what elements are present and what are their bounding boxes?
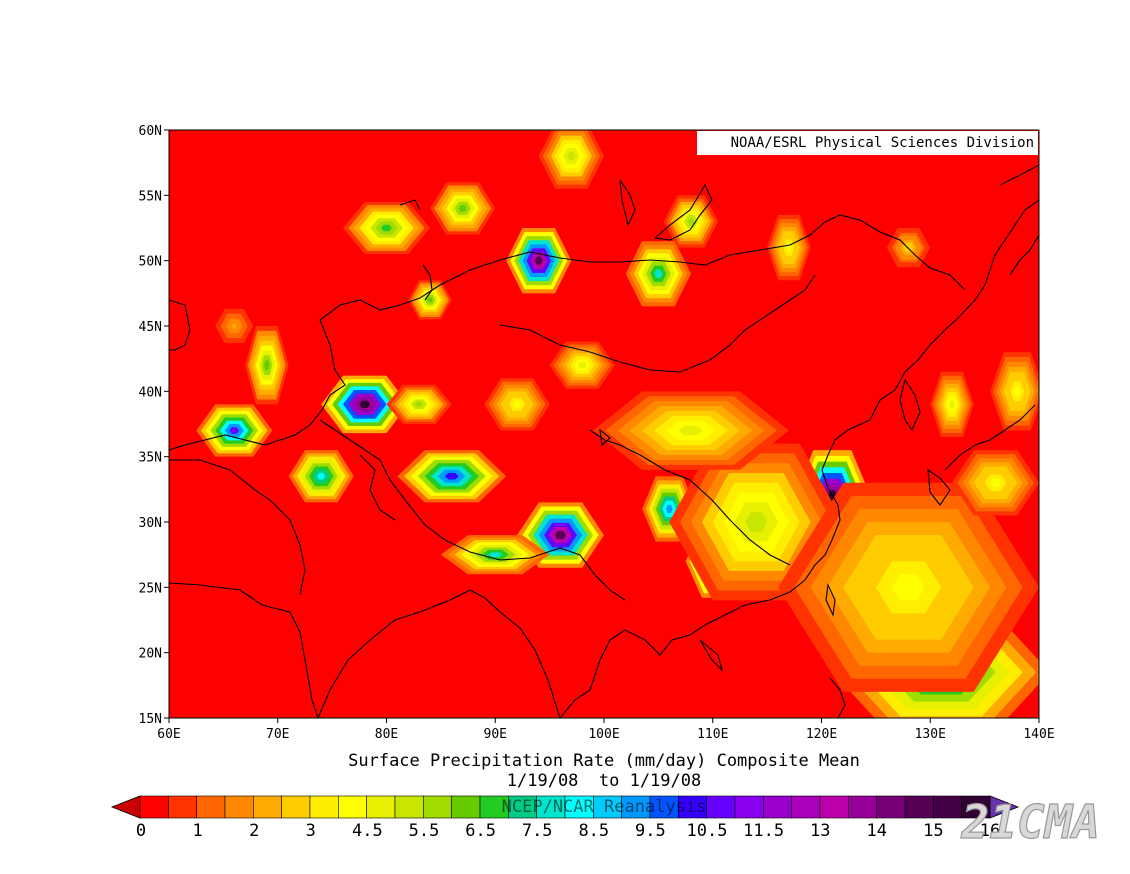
colorbar-label: 1 xyxy=(192,821,202,841)
precip-contour-16-7 xyxy=(578,362,587,369)
precip-contour-11-7 xyxy=(567,152,576,161)
colorbar-swatch xyxy=(819,795,849,819)
colorbar-labels: 0 1 2 3 4.5 5.5 6.5 7.5 8.5 9.5 10.5 11.5 13 14 15 16 xyxy=(136,821,1000,841)
precip-contour-7-7 xyxy=(488,552,503,558)
colorbar-label: 8.5 xyxy=(578,821,609,841)
precip-contour-0-7 xyxy=(229,427,240,434)
precipitation-map xyxy=(169,130,1039,718)
colorbar xyxy=(110,795,1020,819)
colorbar-label: 11.5 xyxy=(743,821,784,841)
colorbar-right-arrow xyxy=(989,795,1020,819)
precip-contour-10-7 xyxy=(534,256,543,265)
colorbar-swatch xyxy=(791,795,821,819)
precip-contour-22-7 xyxy=(678,425,704,436)
colorbar-swatch xyxy=(763,795,792,819)
lon-tick-label: 60E xyxy=(157,727,180,742)
precip-contour-30-7 xyxy=(990,478,1001,487)
coastlines-and-borders xyxy=(169,164,1039,718)
colorbar-swatch xyxy=(366,795,396,819)
colorbar-swatch xyxy=(904,795,934,819)
colorbar-swatch xyxy=(196,795,226,819)
precip-contour-12-7 xyxy=(654,269,663,278)
colorbar-swatch xyxy=(253,795,282,819)
lat-tick-label: 55N xyxy=(139,189,162,204)
colorbar-swatch xyxy=(338,795,367,819)
colorbar-label: 2 xyxy=(249,821,259,841)
lon-tick-label: 120E xyxy=(806,727,837,742)
precip-contour-1-7 xyxy=(264,360,270,371)
lon-tick-label: 100E xyxy=(588,727,619,742)
precip-contour-6-7 xyxy=(555,530,566,540)
colorbar-swatch xyxy=(168,795,197,819)
precip-contour-32-7 xyxy=(231,323,237,329)
lon-tick-label: 80E xyxy=(375,727,398,742)
lat-tick-label: 15N xyxy=(139,712,162,727)
colorbar-label: 10.5 xyxy=(687,821,728,841)
map-date-range: 1/19/08 to 1/19/08 xyxy=(507,771,701,791)
colorbar-swatch xyxy=(423,795,452,819)
lon-tick-label: 140E xyxy=(1023,727,1054,742)
colorbar-swatch xyxy=(394,795,424,819)
colorbar-label: 7.5 xyxy=(522,821,553,841)
lat-tick-label: 20N xyxy=(139,647,162,662)
colorbar-swatch xyxy=(933,795,962,819)
precip-contour-4-7 xyxy=(317,473,326,480)
lat-tick-label: 50N xyxy=(139,255,162,270)
lat-tick-label: 45N xyxy=(139,320,162,335)
lat-tick-label: 30N xyxy=(139,516,162,531)
colorbar-left-arrow xyxy=(110,795,141,819)
colorbar-swatch xyxy=(224,795,254,819)
colorbar-label: 0 xyxy=(136,821,146,841)
colorbar-swatch xyxy=(281,795,311,819)
colorbar-label: 15 xyxy=(923,821,943,841)
precip-contour-28-7 xyxy=(949,400,955,409)
watermark-logo: 21CMA xyxy=(961,795,1100,849)
colorbar-swatch xyxy=(734,795,764,819)
colorbar-label: 14 xyxy=(867,821,887,841)
precip-contour-8-7 xyxy=(381,224,392,232)
lon-tick-label: 90E xyxy=(484,727,507,742)
lat-tick-label: 35N xyxy=(139,451,162,466)
precip-contour-17-7 xyxy=(665,504,673,514)
lat-tick-label: 40N xyxy=(139,385,162,400)
colorbar-label: 6.5 xyxy=(465,821,496,841)
colorbar-label: 13 xyxy=(810,821,830,841)
lat-tick-label: 60N xyxy=(139,124,162,139)
colorbar-swatch xyxy=(139,795,169,819)
colorbar-swatch xyxy=(451,795,481,819)
precip-contour-21-7 xyxy=(745,512,768,532)
longitude-axis: 60E 70E 80E 90E 100E 110E 120E 130E 140E xyxy=(157,718,1055,742)
colorbar-label: 9.5 xyxy=(635,821,666,841)
credit-box xyxy=(697,131,1038,155)
colorbar-swatch xyxy=(309,795,339,819)
colorbar-label: 3 xyxy=(306,821,316,841)
precip-contour-9-7 xyxy=(458,205,467,212)
precip-contour-3-7 xyxy=(415,401,424,407)
lon-tick-label: 70E xyxy=(266,727,289,742)
colorbar-swatch xyxy=(876,795,906,819)
lon-tick-label: 130E xyxy=(915,727,946,742)
precip-contour-14-7 xyxy=(427,297,433,303)
precip-contour-5-7 xyxy=(444,473,459,480)
colorbar-label: 4.5 xyxy=(352,821,383,841)
map-source: NCEP/NCAR Reanalysis xyxy=(502,797,707,817)
lon-tick-label: 110E xyxy=(697,727,728,742)
colorbar-swatch xyxy=(848,795,877,819)
precip-contour-29-7 xyxy=(1013,386,1021,397)
precip-contour-2-7 xyxy=(359,400,371,408)
precip-contour-26-7 xyxy=(892,574,925,601)
credit-label: NOAA/ESRL Physical Sciences Division xyxy=(731,135,1034,151)
precip-contour-15-7 xyxy=(512,401,522,408)
precip-contour-13-7 xyxy=(687,218,695,225)
colorbar-label: 5.5 xyxy=(409,821,440,841)
lat-tick-label: 25N xyxy=(139,581,162,596)
colorbar-label: 16 xyxy=(980,821,1000,841)
colorbar-swatch xyxy=(706,795,736,819)
map-title: Surface Precipitation Rate (mm/day) Comp… xyxy=(348,751,860,771)
latitude-axis: 60N 55N 50N 45N 40N 35N 30N 25N 20N 15N xyxy=(139,124,169,727)
